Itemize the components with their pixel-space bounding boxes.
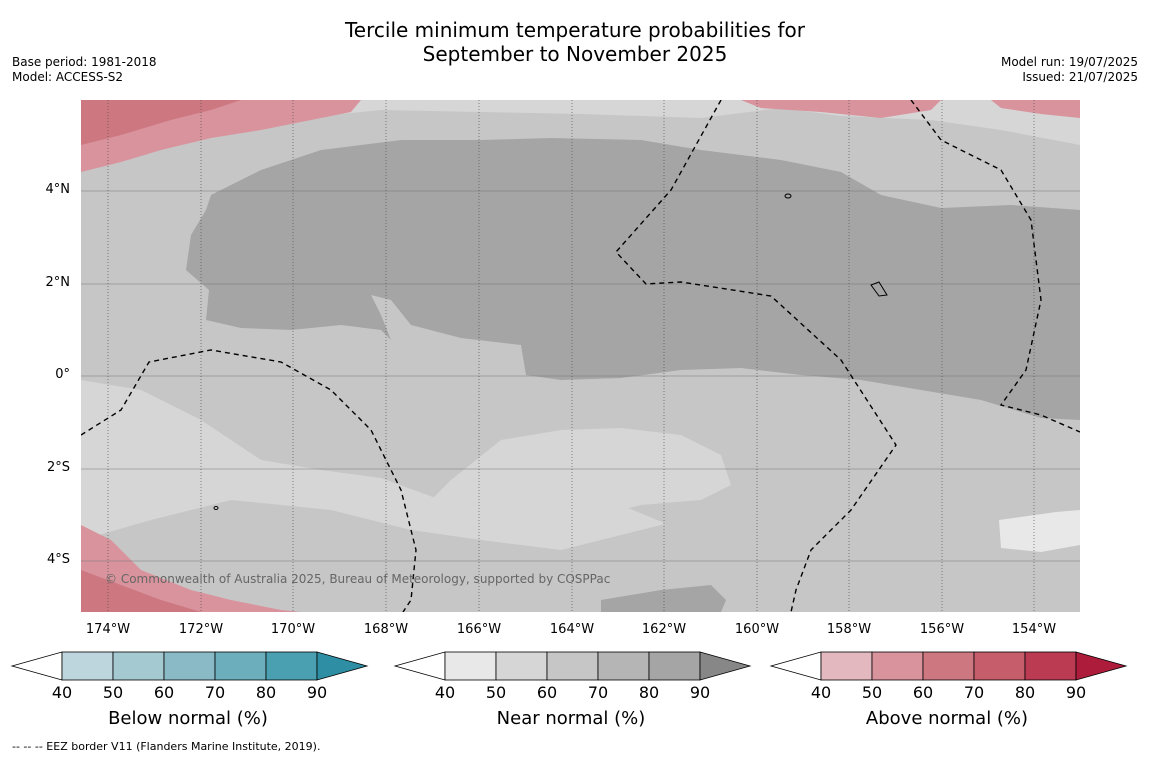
colorbar-cell [973, 651, 1026, 681]
cbar-tick: 80 [1014, 683, 1036, 702]
cb-end-arrow [316, 651, 369, 681]
above-normal-sw [81, 525, 301, 612]
cbar-tick: 40 [434, 683, 456, 702]
cbar-title-below: Below normal (%) [108, 708, 268, 729]
base-period: Base period: 1981-2018 [12, 55, 157, 69]
contour-near-70-south [601, 585, 726, 612]
lon-label: 164°W [549, 622, 595, 637]
cbar-tick: 40 [51, 683, 73, 702]
cbar-tick: 50 [861, 683, 883, 702]
lat-label-4s: 4°S [46, 552, 70, 567]
colorbar-cell [597, 651, 650, 681]
lon-label: 174°W [85, 622, 131, 637]
colorbar-above-normal [769, 651, 1128, 681]
cbar-tick: 60 [153, 683, 175, 702]
above-normal-sw-strong [81, 570, 201, 612]
title-line-1: Tercile minimum temperature probabilitie… [344, 18, 806, 42]
colorbar-cell [546, 651, 599, 681]
above-normal-nw-strong [81, 100, 241, 145]
lat-label-0: 0° [55, 367, 70, 382]
colorbar-cell [495, 651, 548, 681]
lon-label: 158°W [826, 622, 872, 637]
cbar-tick: 40 [810, 683, 832, 702]
cbar-tick: 70 [204, 683, 226, 702]
map-title: Tercile minimum temperature probabilitie… [0, 18, 1150, 66]
map-svg [81, 100, 1080, 612]
cbar-tick: 70 [587, 683, 609, 702]
colorbar-below-normal [10, 651, 369, 681]
cbar-tick: 60 [536, 683, 558, 702]
footnote-eez: -- -- -- EEZ border V11 (Flanders Marine… [12, 740, 321, 753]
model-name: Model: ACCESS-S2 [12, 70, 124, 84]
colorbar-cell [871, 651, 924, 681]
lon-label: 168°W [363, 622, 409, 637]
lon-label: 166°W [456, 622, 502, 637]
lon-label: 156°W [919, 622, 965, 637]
lat-label-2n: 2°N [45, 275, 71, 290]
cbar-tick: 90 [689, 683, 711, 702]
cb-end-arrow [699, 651, 752, 681]
lon-label: 172°W [178, 622, 224, 637]
cbar-title-near: Near normal (%) [496, 708, 646, 729]
above-normal-ne [741, 100, 941, 118]
meta-right: Model run: 19/07/2025 Issued: 21/07/2025 [1001, 55, 1138, 85]
cbar-title-above: Above normal (%) [865, 708, 1029, 729]
lon-label: 170°W [270, 622, 316, 637]
colorbar-near-normal [393, 651, 752, 681]
cbar-tick: 80 [255, 683, 277, 702]
lon-label: 162°W [641, 622, 687, 637]
colorbar-cell [265, 651, 318, 681]
contour-near-50-south [421, 428, 731, 525]
colorbar-cell [163, 651, 216, 681]
cbar-tick: 80 [638, 683, 660, 702]
cbar-tick: 50 [485, 683, 507, 702]
issued-date: Issued: 21/07/2025 [1022, 70, 1138, 84]
lon-label: 160°W [734, 622, 780, 637]
lat-label-4n: 4°N [45, 182, 71, 197]
lat-label-2s: 2°S [46, 460, 70, 475]
lon-label: 154°W [1011, 622, 1057, 637]
contour-near-40-patch [999, 510, 1080, 552]
cbar-tick: 50 [102, 683, 124, 702]
colorbar-cell [61, 651, 114, 681]
colorbar-cell [820, 651, 873, 681]
cbar-tick: 90 [306, 683, 328, 702]
copyright-notice: © Commonwealth of Australia 2025, Bureau… [105, 572, 611, 586]
colorbar-cell [922, 651, 975, 681]
contour-near-60-south [81, 480, 1080, 612]
islands [213, 193, 888, 510]
eez-borders [81, 100, 1080, 612]
colorbar-cell [214, 651, 267, 681]
cbar-tick: 70 [963, 683, 985, 702]
lat-gridlines [81, 190, 1080, 562]
colorbar-cell [1024, 651, 1077, 681]
lon-gridlines [107, 100, 1035, 612]
colorbar-cell [444, 651, 497, 681]
colorbar-cell [648, 651, 701, 681]
above-normal-ne-2 [991, 100, 1080, 118]
meta-left: Base period: 1981-2018 Model: ACCESS-S2 [12, 55, 157, 85]
cbar-tick: 60 [912, 683, 934, 702]
model-run: Model run: 19/07/2025 [1000, 55, 1138, 69]
colorbar-cell [112, 651, 165, 681]
title-line-2: September to November 2025 [422, 42, 728, 66]
cbar-tick: 90 [1065, 683, 1087, 702]
contour-near-70 [186, 138, 1080, 420]
map-panel: © Commonwealth of Australia 2025, Bureau… [81, 100, 1080, 612]
cb-end-arrow [1075, 651, 1128, 681]
